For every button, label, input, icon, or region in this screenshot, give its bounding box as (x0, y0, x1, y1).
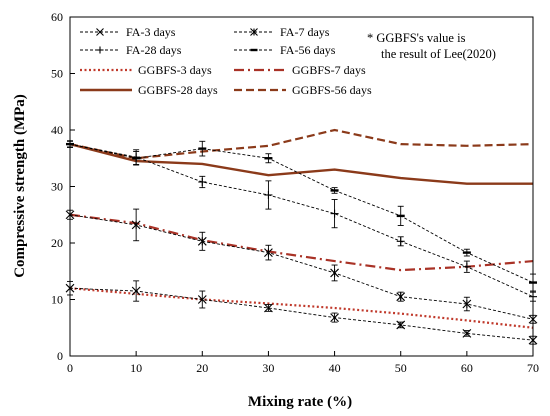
x-tick-label: 70 (527, 361, 539, 375)
y-tick-label: 30 (51, 180, 63, 194)
series-ggbfs-3-days (69, 287, 534, 329)
legend-label: GGBFS-3 days (138, 63, 212, 77)
series-line-ggbfs-3-days (69, 287, 534, 329)
series-line-fa-7-days (69, 214, 534, 320)
legend-label: GGBFS-56 days (292, 83, 372, 97)
y-tick-label: 40 (51, 123, 63, 137)
series-line-ggbfs-7-days (69, 213, 534, 272)
legend-item-fa-7-days: FA-7 days (234, 25, 330, 39)
series-fa-56-days (66, 140, 537, 292)
series-line-fa-3-days (69, 287, 534, 341)
legend-marker (96, 28, 104, 36)
x-tick-label: 20 (196, 361, 208, 375)
legend-item-ggbfs-28-days: GGBFS-28 days (80, 83, 218, 97)
data-point (396, 292, 406, 302)
x-tick-label: 30 (262, 361, 274, 375)
series-ggbfs-28-days (69, 142, 533, 185)
ticks-layer: 0 10 20 30 40 50 60 70 0 10 20 30 40 50 60 (51, 10, 539, 375)
x-tick-label: 50 (395, 361, 407, 375)
data-point (462, 329, 472, 338)
legend: FA-3 days FA-7 days FA-28 days FA-56 days GG… (80, 25, 372, 97)
legend-label: FA-7 days (280, 25, 330, 39)
legend-label: GGBFS-28 days (138, 83, 218, 97)
series-fa-7-days (65, 208, 538, 324)
series-ggbfs-56-days (69, 128, 534, 160)
series-line-ggbfs-56-days (69, 128, 534, 160)
data-point (131, 286, 141, 296)
note-line-1: * GGBFS's value is (367, 31, 466, 45)
x-axis-title: Mixing rate (%) (248, 394, 352, 410)
y-tick-label: 50 (51, 67, 63, 81)
y-tick-label: 10 (51, 293, 63, 307)
series-ggbfs-7-days (69, 213, 534, 272)
legend-item-fa-3-days: FA-3 days (80, 25, 176, 39)
x-tick-label: 40 (329, 361, 341, 375)
data-point (330, 313, 339, 322)
data-point (462, 299, 472, 309)
data-point (330, 268, 339, 278)
data-point (264, 190, 273, 199)
series-layer (65, 128, 538, 345)
y-tick-label: 60 (51, 10, 63, 24)
note-line-2: the result of Lee(2020) (381, 47, 496, 61)
data-point (396, 237, 405, 246)
data-point (198, 177, 207, 186)
data-point (462, 262, 471, 271)
data-point (131, 220, 141, 230)
x-tick-label: 0 (67, 361, 73, 375)
legend-marker (250, 28, 258, 36)
y-tick-label: 0 (57, 349, 63, 363)
legend-item-ggbfs-56-days: GGBFS-56 days (234, 83, 372, 97)
x-tick-label: 60 (461, 361, 473, 375)
legend-item-ggbfs-3-days: GGBFS-3 days (80, 63, 212, 77)
y-tick-label: 20 (51, 236, 63, 250)
y-axis-title: Compressive strength (MPa) (12, 94, 28, 278)
data-point (197, 236, 207, 246)
legend-marker (96, 46, 104, 54)
legend-item-ggbfs-7-days: GGBFS-7 days (234, 63, 366, 77)
legend-label: GGBFS-7 days (292, 63, 366, 77)
legend-label: FA-3 days (126, 25, 176, 39)
series-line-ggbfs-28-days (69, 142, 533, 185)
legend-label: FA-28 days (126, 43, 182, 57)
data-point (330, 209, 339, 218)
legend-label: FA-56 days (280, 43, 336, 57)
data-point (197, 295, 207, 304)
data-point (264, 248, 273, 257)
legend-item-fa-56-days: FA-56 days (234, 43, 336, 57)
x-tick-label: 10 (130, 361, 142, 375)
legend-item-fa-28-days: FA-28 days (80, 43, 182, 57)
data-point (396, 320, 406, 330)
data-point (264, 303, 273, 313)
